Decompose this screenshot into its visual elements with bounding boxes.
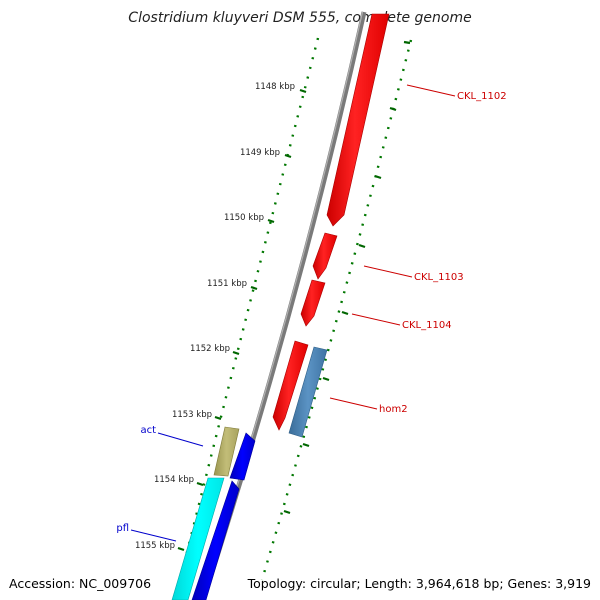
feature-labels: CKL_1102 CKL_1103 CKL_1104 hom2 act pfl	[116, 91, 506, 534]
cds-arrow-ckl-1102[interactable]	[326, 13, 390, 227]
genome-info-label: Topology: circular; Length: 3,964,618 bp…	[247, 576, 591, 591]
scale-ruler-left	[173, 37, 320, 600]
feature-label-pfl[interactable]: pfl	[116, 523, 129, 534]
feature-label-ckl-1103[interactable]: CKL_1103	[414, 272, 464, 283]
cds-arrow-ckl-1103[interactable]	[312, 232, 338, 280]
scale-ticks-right	[283, 40, 411, 515]
scale-ticks-left	[177, 88, 307, 552]
feature-label-act[interactable]: act	[140, 425, 156, 436]
tick-label-1153: 1153 kbp	[172, 410, 212, 420]
tick-label-1150: 1150 kbp	[224, 213, 264, 223]
feature-label-ckl-1104[interactable]: CKL_1104	[402, 320, 452, 331]
label-leaders	[130, 84, 456, 542]
scale-tick-labels: 1148 kbp 1149 kbp 1150 kbp 1151 kbp 1152…	[135, 82, 295, 551]
olive-feature-act[interactable]	[213, 426, 240, 477]
cds-arrow-hom2-companion[interactable]	[272, 340, 309, 431]
cyan-feature-pfl[interactable]	[171, 477, 225, 600]
cds-arrow-ckl-1104[interactable]	[300, 279, 326, 327]
cds-arrow-hom2[interactable]	[288, 346, 328, 438]
tick-label-1149: 1149 kbp	[240, 148, 280, 158]
tick-label-1155: 1155 kbp	[135, 541, 175, 551]
tick-label-1152: 1152 kbp	[190, 344, 230, 354]
accession-label: Accession: NC_009706	[9, 576, 152, 591]
tick-label-1148: 1148 kbp	[255, 82, 295, 92]
feature-label-ckl-1102[interactable]: CKL_1102	[457, 91, 507, 102]
feature-label-hom2[interactable]: hom2	[379, 404, 408, 415]
tick-label-1154: 1154 kbp	[154, 475, 194, 485]
cds-arrow-act[interactable]	[229, 432, 256, 481]
cds-arrow-pfl[interactable]	[191, 480, 240, 600]
tick-label-1151: 1151 kbp	[207, 279, 247, 289]
